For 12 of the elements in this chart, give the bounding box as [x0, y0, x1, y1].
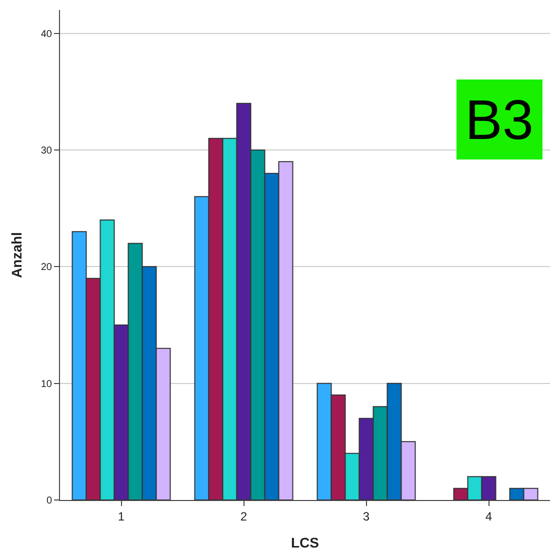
- x-tick-label: 4: [485, 509, 492, 524]
- annotation: B3: [465, 88, 534, 151]
- y-tick-label: 30: [40, 146, 52, 156]
- y-tick-label: 20: [40, 262, 52, 274]
- y-tick-label: 0: [46, 496, 52, 506]
- y-axis-title: Anzahl: [8, 232, 24, 278]
- x-axis-title: LCS: [291, 534, 319, 551]
- x-tick-label: 1: [118, 509, 125, 524]
- y-tick-label: 40: [40, 28, 52, 40]
- y-tick-label: 10: [40, 378, 52, 390]
- x-tick-label: 3: [362, 509, 370, 524]
- x-tick-label: 2: [240, 509, 248, 524]
